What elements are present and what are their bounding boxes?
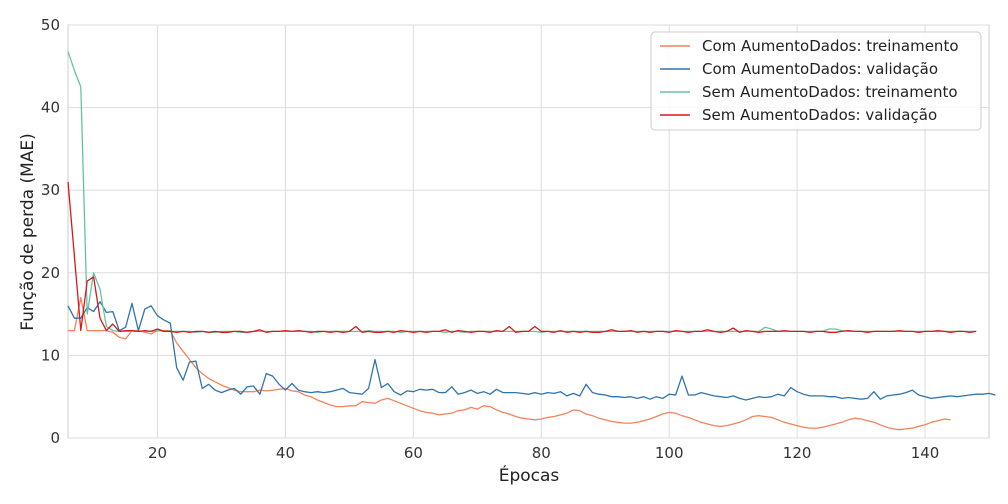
y-tick-label: 20: [41, 264, 60, 282]
x-tick-label: 40: [276, 444, 295, 462]
y-tick-label: 40: [41, 99, 60, 117]
legend-label-0: Com AumentoDados: treinamento: [702, 37, 959, 55]
x-tick-label: 140: [911, 444, 940, 462]
x-axis-ticks: 20 40 60 80 100 120 140: [148, 444, 939, 462]
y-axis-ticks: 0 10 20 30 40 50: [41, 16, 60, 447]
legend-box: [650, 31, 982, 131]
legend-label-3: Sem AumentoDados: validação: [702, 106, 937, 124]
series-line-3: [67, 181, 977, 333]
x-tick-label: 100: [655, 444, 684, 462]
x-tick-label: 60: [404, 444, 423, 462]
legend-label-1: Com AumentoDados: validação: [702, 60, 938, 78]
y-tick-label: 10: [41, 346, 60, 364]
legend-label-2: Sem AumentoDados: treinamento: [702, 83, 958, 101]
x-tick-label: 80: [532, 444, 551, 462]
series-line-0: [68, 296, 951, 431]
y-tick-label: 50: [41, 16, 60, 34]
x-axis-label: Épocas: [499, 464, 560, 486]
x-tick-label: 20: [148, 444, 167, 462]
y-tick-label: 0: [50, 429, 60, 447]
series-lines: [67, 51, 996, 431]
x-tick-label: 120: [783, 444, 812, 462]
y-axis-label: Função de perda (MAE): [18, 133, 38, 330]
y-tick-label: 30: [41, 181, 60, 199]
legend: Com AumentoDados: treinamento Com Aumento…: [650, 31, 982, 131]
series-line-1: [67, 301, 996, 401]
